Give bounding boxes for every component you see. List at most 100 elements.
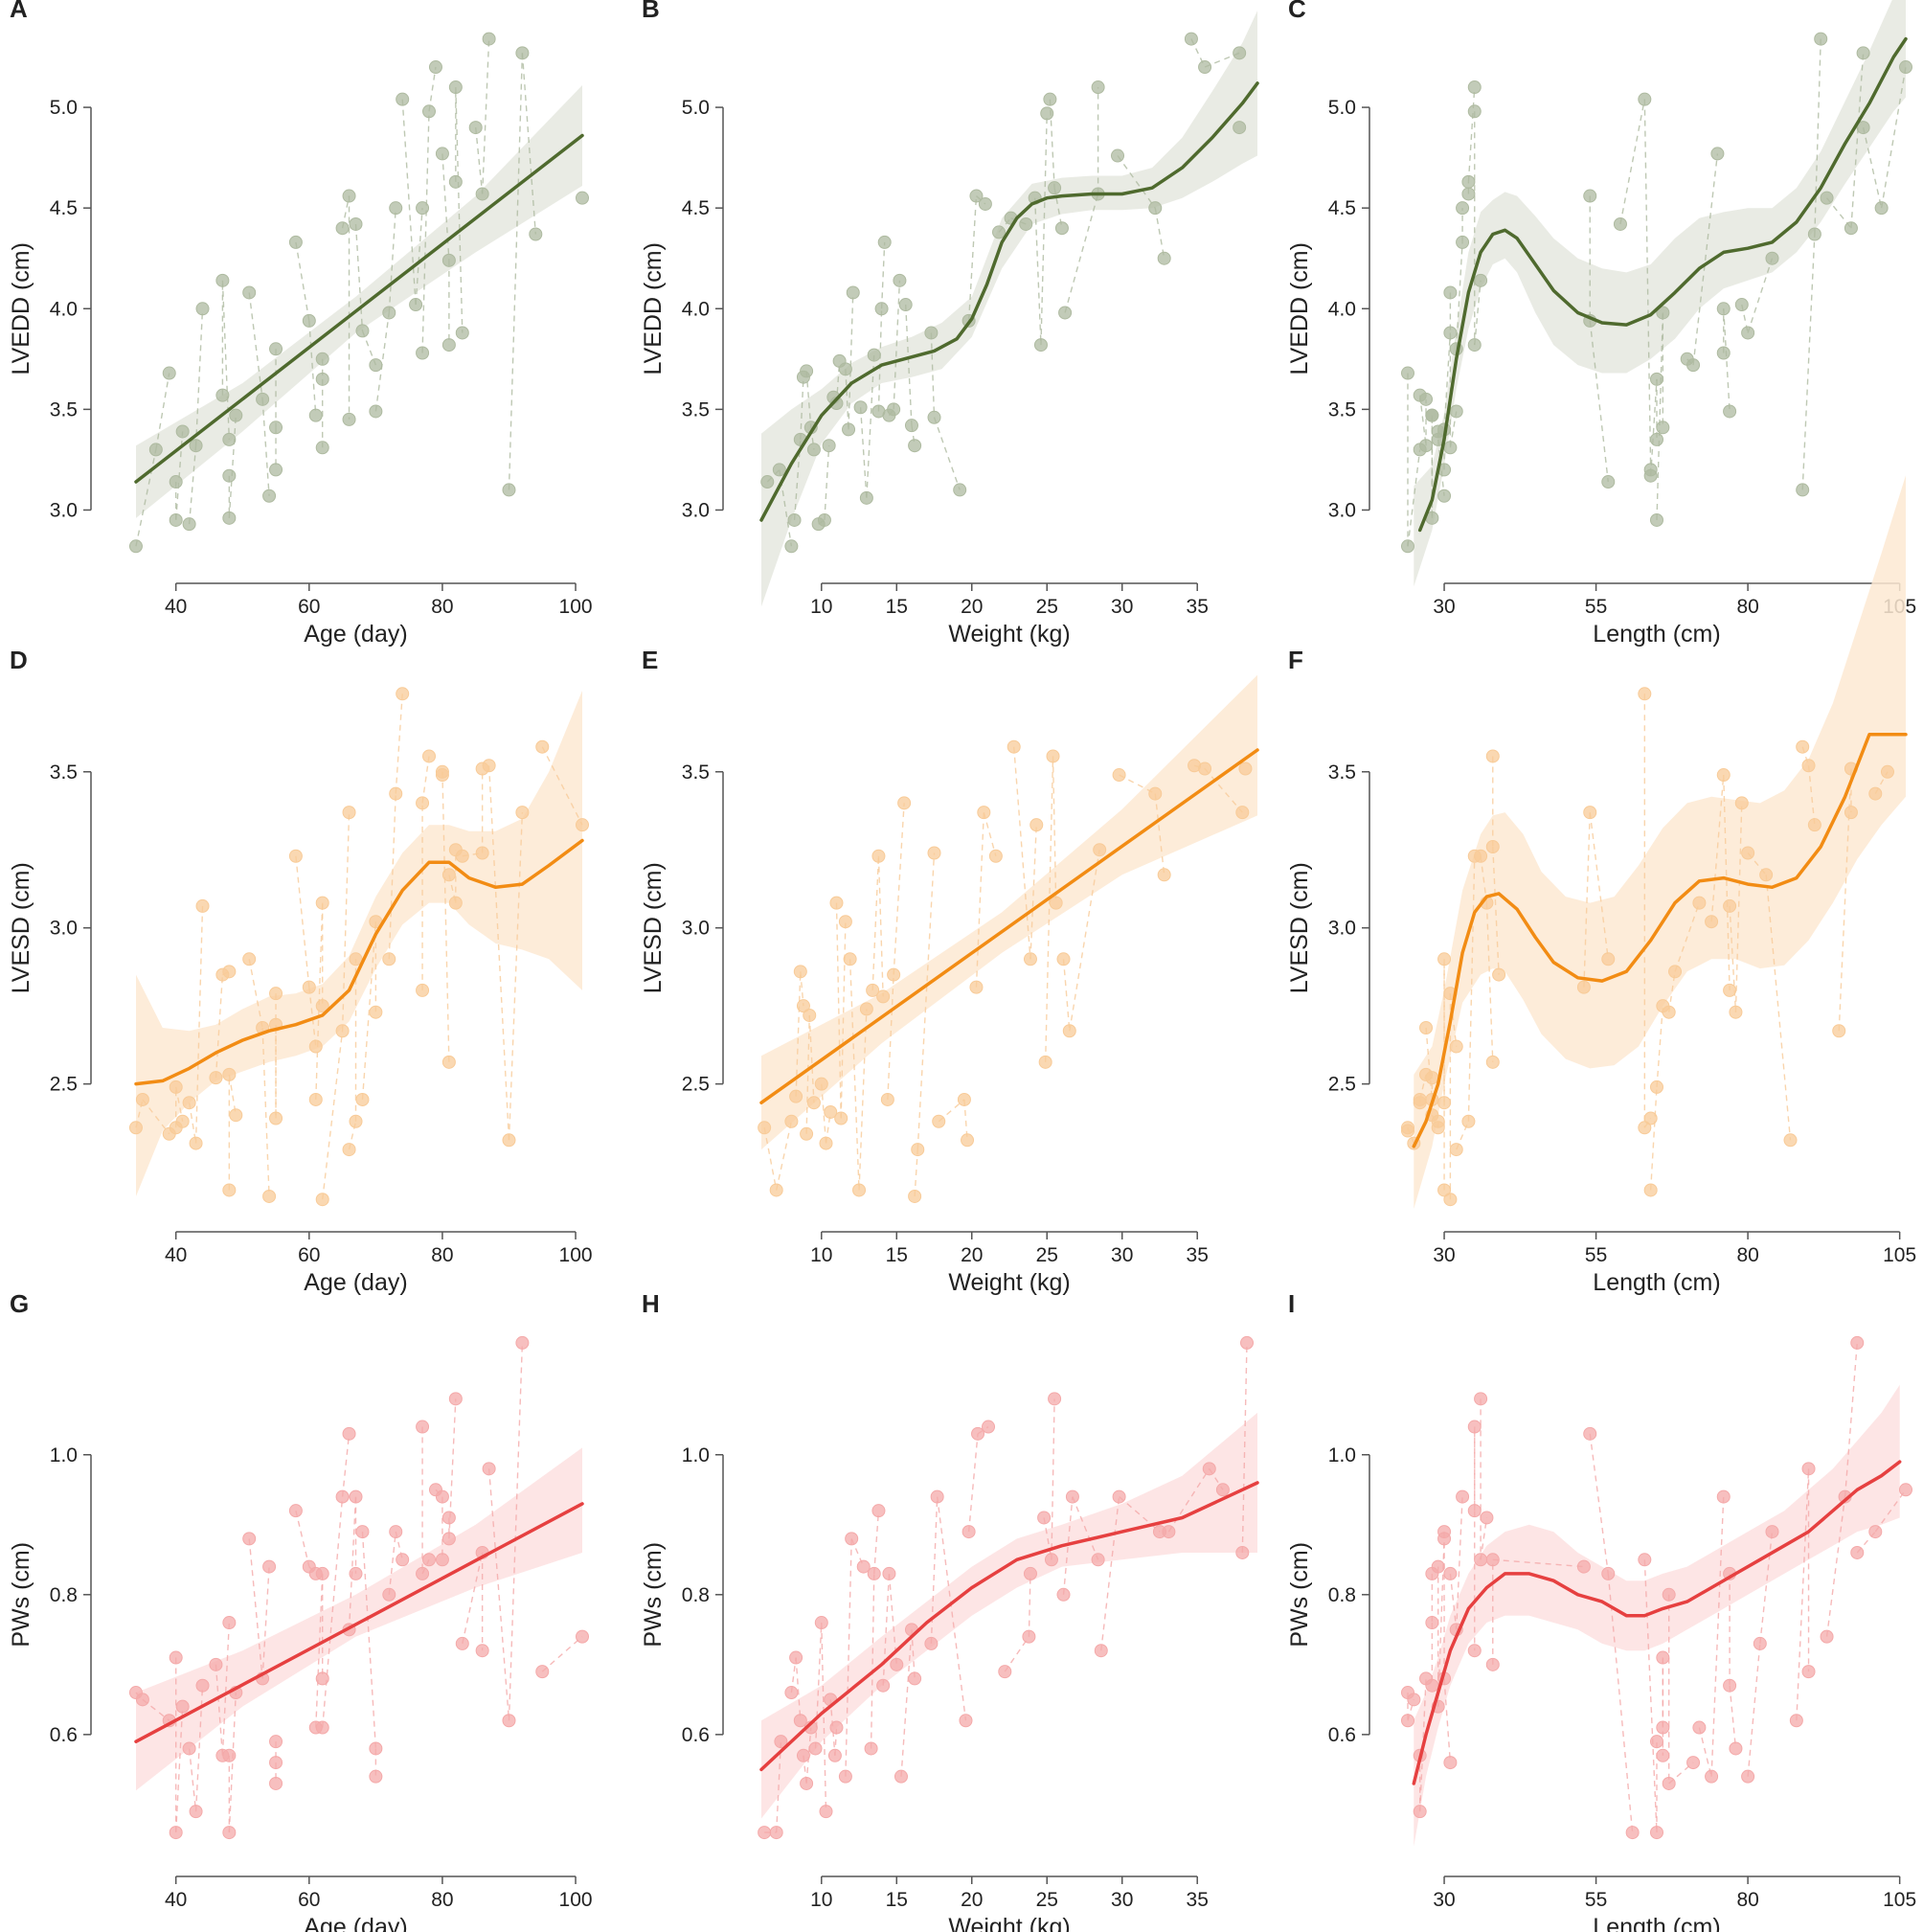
data-point — [256, 392, 270, 406]
data-point — [1449, 404, 1463, 419]
x-tick-label: 10 — [810, 596, 832, 618]
trajectory-line — [1241, 1342, 1248, 1554]
data-point — [1716, 768, 1731, 783]
data-point — [482, 32, 496, 46]
confidence-band — [1414, 0, 1906, 587]
x-axis-title: Length (cm) — [1593, 1269, 1720, 1296]
data-point — [1235, 806, 1250, 820]
data-point — [1056, 1587, 1071, 1602]
trajectory-line — [348, 1496, 357, 1630]
x-tick-label: 105 — [1883, 1244, 1916, 1266]
data-point — [774, 1735, 788, 1749]
trajectory-line — [1850, 53, 1865, 229]
trajectory-line — [911, 1629, 916, 1679]
data-point — [1467, 80, 1482, 95]
trajectory-line — [441, 153, 450, 261]
data-point — [1437, 1096, 1452, 1110]
data-point — [904, 419, 918, 433]
trajectory-line — [1485, 902, 1494, 1062]
trajectory-line — [967, 1433, 979, 1533]
y-tick-label: 2.5 — [50, 1074, 78, 1096]
data-point — [182, 1096, 196, 1110]
data-point — [288, 1504, 303, 1518]
confidence-band — [1414, 475, 1906, 1209]
data-point — [416, 983, 430, 997]
data-point — [515, 806, 530, 820]
data-point — [222, 1183, 237, 1197]
data-point — [1033, 338, 1048, 352]
trajectory-line — [221, 280, 231, 440]
trajectory-line — [1649, 378, 1658, 476]
trajectory-line — [1437, 439, 1445, 496]
data-point — [1656, 1650, 1670, 1665]
trajectory-line — [361, 1532, 377, 1749]
y-tick-label: 1.0 — [682, 1444, 710, 1466]
data-point — [169, 1650, 183, 1665]
trajectory-line — [261, 1027, 270, 1196]
trajectory-line — [228, 1074, 237, 1116]
data-point — [422, 104, 437, 119]
data-point — [349, 1566, 363, 1580]
data-point — [880, 1092, 894, 1106]
data-point — [894, 1769, 908, 1784]
trajectory-line — [1747, 1643, 1761, 1777]
data-point — [288, 235, 303, 249]
data-point — [441, 868, 456, 882]
panel-b: B 3.0 3.5 4.0 4.5 5.0 LVEDD (cm) 10 15 20 25 30 35 We… — [640, 0, 1259, 648]
data-point — [1443, 441, 1458, 455]
y-axis-title: PWs (cm) — [640, 1542, 667, 1648]
data-point — [1467, 1420, 1482, 1434]
data-point — [876, 1678, 891, 1693]
trajectory-line — [1801, 234, 1816, 490]
data-point — [515, 1335, 530, 1350]
data-point — [784, 1686, 799, 1700]
trajectory-line — [455, 87, 464, 333]
data-point — [817, 512, 831, 527]
data-point — [175, 1699, 190, 1714]
data-point — [1638, 92, 1652, 106]
data-point — [349, 952, 363, 966]
trajectory-line — [1607, 1573, 1634, 1833]
data-point — [852, 1183, 867, 1197]
trajectory-line — [1154, 793, 1165, 875]
data-point — [1112, 768, 1126, 783]
data-point — [441, 1055, 456, 1069]
trajectory-line — [1119, 774, 1156, 795]
data-point — [1650, 432, 1663, 446]
data-point — [897, 796, 912, 810]
data-point — [1814, 32, 1828, 46]
x-tick-label: 30 — [1433, 596, 1455, 618]
trajectory-line — [1040, 113, 1048, 346]
panel-letter: E — [642, 646, 658, 674]
data-point — [1723, 1678, 1737, 1693]
data-point — [1485, 1055, 1500, 1069]
trajectory-line — [322, 1031, 344, 1200]
data-point — [822, 439, 836, 453]
data-point — [135, 1693, 149, 1707]
panel-letter: C — [1288, 0, 1306, 23]
data-point — [1485, 839, 1500, 853]
trajectory-line — [824, 445, 830, 521]
trajectory-line — [295, 855, 310, 988]
data-point — [1650, 1735, 1663, 1749]
data-point — [1111, 148, 1125, 163]
data-point — [342, 412, 356, 426]
panel-letter: D — [10, 646, 28, 674]
data-point — [409, 298, 423, 312]
data-point — [890, 1657, 904, 1671]
data-point — [1734, 796, 1749, 810]
data-point — [1868, 786, 1883, 801]
y-axis-title: LVEDD (cm) — [1286, 242, 1313, 375]
trajectory-line — [1443, 1678, 1452, 1763]
trajectory-line — [221, 1622, 231, 1756]
data-point — [222, 511, 237, 525]
fit-line — [134, 838, 584, 1086]
trajectory-line — [508, 812, 524, 1141]
data-point — [441, 1532, 456, 1546]
trajectory-line — [1729, 1685, 1737, 1749]
trajectory-line — [1723, 308, 1731, 412]
y-tick-label: 1.0 — [50, 1444, 78, 1466]
data-point — [475, 187, 489, 201]
confidence-band — [136, 1447, 582, 1791]
data-point — [1461, 174, 1476, 189]
